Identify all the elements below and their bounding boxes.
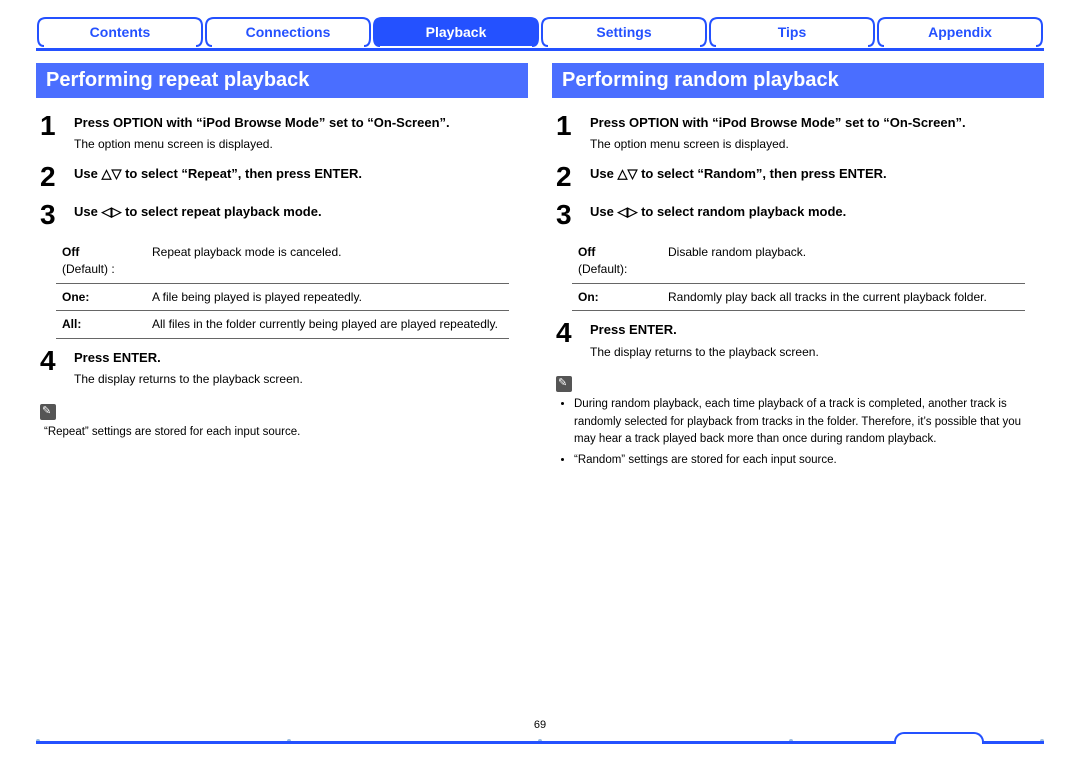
step-number: 4 <box>556 319 578 360</box>
note-item: During random playback, each time playba… <box>574 396 1044 448</box>
step: 3 Use ◁▷ to select random playback mode. <box>552 201 1044 229</box>
step-heading: Use ◁▷ to select repeat playback mode. <box>74 203 524 221</box>
option-desc: Disable random playback. <box>662 239 1025 283</box>
step: 2 Use △▽ to select “Repeat”, then press … <box>36 163 528 191</box>
tab-label: Contents <box>90 24 151 40</box>
step-number: 3 <box>40 201 62 229</box>
note-list: During random playback, each time playba… <box>552 396 1044 469</box>
tab-label: Connections <box>246 24 331 40</box>
option-label: Off <box>62 245 79 259</box>
step-number: 1 <box>40 112 62 153</box>
footer-bar <box>0 741 1080 761</box>
nav-bar: Contents Connections Playback Settings T… <box>36 16 1044 51</box>
footer-tab <box>894 732 984 744</box>
table-row: Off (Default) : Repeat playback mode is c… <box>56 239 509 283</box>
step-number: 3 <box>556 201 578 229</box>
step-number: 2 <box>556 163 578 191</box>
options-table-random: Off (Default): Disable random playback. O… <box>572 239 1025 311</box>
option-label: Off <box>578 245 595 259</box>
step: 3 Use ◁▷ to select repeat playback mode. <box>36 201 528 229</box>
step: 2 Use △▽ to select “Random”, then press … <box>552 163 1044 191</box>
options-table-repeat: Off (Default) : Repeat playback mode is c… <box>56 239 509 339</box>
option-desc: All files in the folder currently being … <box>146 311 509 339</box>
step-heading: Press ENTER. <box>74 349 524 367</box>
tab-label: Playback <box>426 24 487 40</box>
step-subtext: The display returns to the playback scre… <box>74 371 524 388</box>
option-desc: A file being played is played repeatedly… <box>146 283 509 311</box>
step-number: 4 <box>40 347 62 388</box>
table-row: Off (Default): Disable random playback. <box>572 239 1025 283</box>
note-icon <box>40 404 56 420</box>
step-heading: Press OPTION with “iPod Browse Mode” set… <box>590 114 1040 132</box>
step-heading: Press ENTER. <box>590 321 1040 339</box>
page-number: 69 <box>0 719 1080 731</box>
note-text: “Repeat” settings are stored for each in… <box>36 424 528 441</box>
step-number: 2 <box>40 163 62 191</box>
step-subtext: The option menu screen is displayed. <box>590 136 1040 153</box>
tab-label: Settings <box>596 24 651 40</box>
tab-tips[interactable]: Tips <box>708 16 876 48</box>
step-subtext: The option menu screen is displayed. <box>74 136 524 153</box>
step-heading: Use ◁▷ to select random playback mode. <box>590 203 1040 221</box>
table-row: On: Randomly play back all tracks in the… <box>572 283 1025 311</box>
option-label: On: <box>578 290 599 304</box>
option-label: One: <box>62 290 89 304</box>
tab-playback[interactable]: Playback <box>372 16 540 48</box>
table-row: All: All files in the folder currently b… <box>56 311 509 339</box>
step-heading: Use △▽ to select “Repeat”, then press EN… <box>74 165 524 183</box>
option-desc: Repeat playback mode is canceled. <box>146 239 509 283</box>
column-random: Performing random playback 1 Press OPTIO… <box>552 63 1044 473</box>
tab-appendix[interactable]: Appendix <box>876 16 1044 48</box>
option-desc: Randomly play back all tracks in the cur… <box>662 283 1025 311</box>
step-heading: Use △▽ to select “Random”, then press EN… <box>590 165 1040 183</box>
option-extra: (Default): <box>578 262 627 276</box>
tab-contents[interactable]: Contents <box>36 16 204 48</box>
step: 1 Press OPTION with “iPod Browse Mode” s… <box>36 112 528 153</box>
tab-settings[interactable]: Settings <box>540 16 708 48</box>
step: 4 Press ENTER. The display returns to th… <box>36 347 528 388</box>
column-repeat: Performing repeat playback 1 Press OPTIO… <box>36 63 528 473</box>
tab-label: Appendix <box>928 24 992 40</box>
tab-label: Tips <box>778 24 807 40</box>
step: 1 Press OPTION with “iPod Browse Mode” s… <box>552 112 1044 153</box>
tab-connections[interactable]: Connections <box>204 16 372 48</box>
section-title-random: Performing random playback <box>552 63 1044 98</box>
step-heading: Press OPTION with “iPod Browse Mode” set… <box>74 114 524 132</box>
step: 4 Press ENTER. The display returns to th… <box>552 319 1044 360</box>
section-title-repeat: Performing repeat playback <box>36 63 528 98</box>
note-item: “Random” settings are stored for each in… <box>574 452 1044 469</box>
step-number: 1 <box>556 112 578 153</box>
note-icon <box>556 376 572 392</box>
option-label: All: <box>62 317 81 331</box>
table-row: One: A file being played is played repea… <box>56 283 509 311</box>
step-subtext: The display returns to the playback scre… <box>590 344 1040 361</box>
option-extra: (Default) : <box>62 262 115 276</box>
